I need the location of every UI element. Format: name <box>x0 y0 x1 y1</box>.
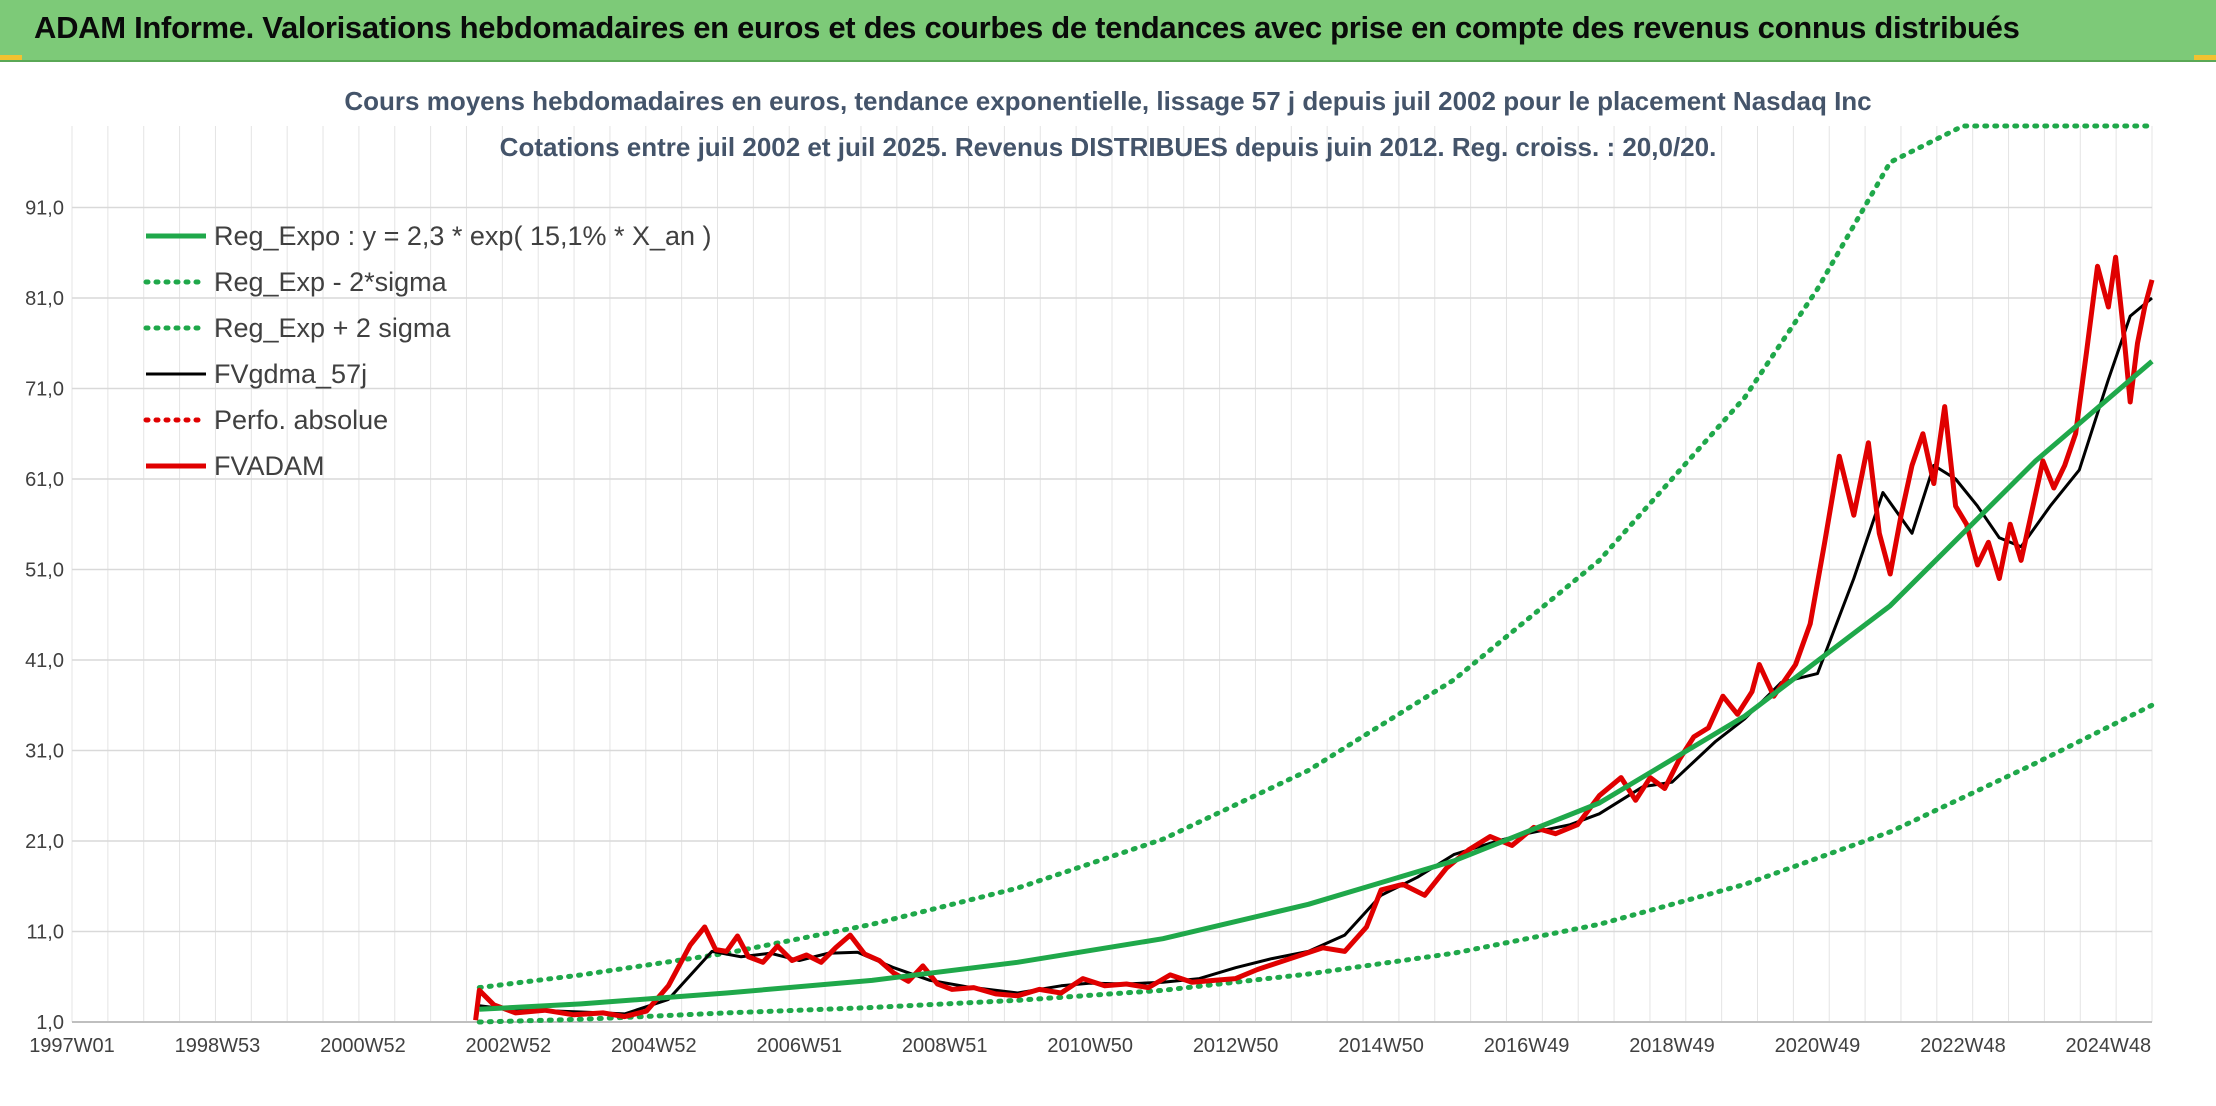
legend-item-0[interactable]: Reg_Expo : y = 2,3 * exp( 15,1% * X_an ) <box>146 221 712 251</box>
legend-item-1[interactable]: Reg_Exp - 2*sigma <box>143 267 448 297</box>
legend-item-3[interactable]: FVgdma_57j <box>146 359 367 389</box>
x-tick-label: 2022W48 <box>1920 1035 2006 1057</box>
series-line-0 <box>479 359 2154 1012</box>
y-tick-label: 1,0 <box>36 1012 64 1034</box>
report-banner: ADAM Informe. Valorisations hebdomadaire… <box>0 0 2216 62</box>
chart-series <box>473 123 2155 1025</box>
report-title: ADAM Informe. Valorisations hebdomadaire… <box>34 10 2020 45</box>
y-tick-label: 71,0 <box>25 378 64 400</box>
legend-label: Reg_Exp - 2*sigma <box>214 267 448 297</box>
x-tick-label: 1998W53 <box>175 1035 261 1057</box>
x-tick-label: 2014W50 <box>1338 1035 1424 1057</box>
x-tick-label: 2024W48 <box>2066 1035 2152 1057</box>
legend-label: Reg_Exp + 2 sigma <box>214 313 451 343</box>
chart-area: 1,0 11,0 21,0 31,0 41,0 51,0 61,0 71,0 81,0 91,0 … <box>0 62 2216 1106</box>
legend-label: Reg_Expo : y = 2,3 * exp( 15,1% * X_an ) <box>214 221 712 251</box>
legend-label: FVADAM <box>214 451 325 481</box>
legend-label: FVgdma_57j <box>214 359 367 389</box>
x-tick-label: 2000W52 <box>320 1035 406 1057</box>
legend-item-4[interactable]: Perfo. absolue <box>143 405 388 435</box>
trend-chart: 1,011,021,031,041,051,061,071,081,091,0 … <box>25 86 2155 1057</box>
x-tick-label: 2004W52 <box>611 1035 697 1057</box>
chart-legend[interactable]: Reg_Expo : y = 2,3 * exp( 15,1% * X_an )… <box>143 221 712 481</box>
x-tick-label: 2016W49 <box>1484 1035 1570 1057</box>
legend-item-2[interactable]: Reg_Exp + 2 sigma <box>143 313 451 343</box>
x-tick-label: 2018W49 <box>1629 1035 1715 1057</box>
x-tick-label: 2006W51 <box>756 1035 842 1057</box>
chart-grid <box>71 126 2153 1023</box>
y-tick-label: 91,0 <box>25 197 64 219</box>
y-tick-label: 61,0 <box>25 469 64 491</box>
legend-label: Perfo. absolue <box>214 405 388 435</box>
series-line-2 <box>476 123 2155 991</box>
x-tick-label: 2008W51 <box>902 1035 988 1057</box>
y-tick-label: 11,0 <box>27 921 64 943</box>
chart-subtitle: Cotations entre juil 2002 et juil 2025. … <box>500 132 1717 162</box>
series-line-1 <box>476 702 2155 1025</box>
x-tick-label: 2020W49 <box>1775 1035 1861 1057</box>
x-tick-label: 2012W50 <box>1193 1035 1279 1057</box>
y-tick-label: 81,0 <box>25 288 64 310</box>
x-tick-label: 1997W01 <box>29 1035 115 1057</box>
banner-corner-left <box>0 55 22 60</box>
x-tick-label: 2010W50 <box>1047 1035 1133 1057</box>
x-axis-ticks: 1997W01 1998W53 2000W52 2002W52 2004W52 2006W… <box>29 1035 2151 1057</box>
y-tick-label: 31,0 <box>25 740 64 762</box>
banner-corner-right <box>2194 55 2216 60</box>
y-axis-ticks: 1,0 11,0 21,0 31,0 41,0 51,0 61,0 71,0 81,0 91,0 <box>25 197 64 1034</box>
y-tick-label: 41,0 <box>25 650 64 672</box>
y-tick-label: 51,0 <box>25 559 64 581</box>
y-tick-label: 21,0 <box>25 831 64 853</box>
chart-title: Cours moyens hebdomadaires en euros, ten… <box>344 86 1871 116</box>
legend-item-5[interactable]: FVADAM <box>146 451 325 481</box>
x-tick-label: 2002W52 <box>466 1035 552 1057</box>
